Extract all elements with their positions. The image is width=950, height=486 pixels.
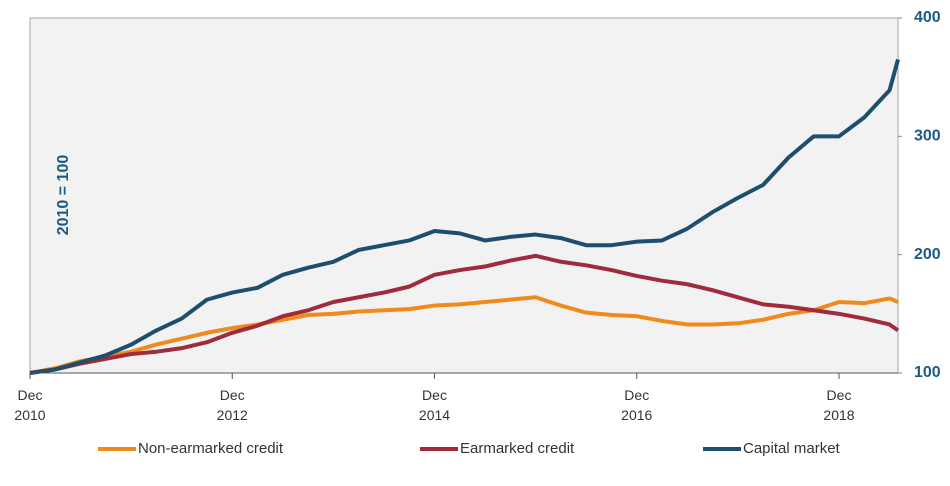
- x-tick-label: Dec 2012: [216, 387, 248, 423]
- plot-area: [29, 17, 899, 374]
- x-tick-label: Dec 2014: [418, 387, 451, 423]
- series-line: [29, 253, 900, 375]
- y-tick-label: 400: [914, 9, 941, 26]
- legend-label: Capital market: [743, 440, 841, 457]
- y-tick-label: 300: [914, 128, 941, 145]
- legend-label: Non-earmarked credit: [138, 440, 284, 457]
- annotation: 2010 = 100: [55, 155, 72, 236]
- legend-label: Earmarked credit: [460, 440, 575, 457]
- series-line: [29, 58, 900, 375]
- y-tick-label: 200: [914, 246, 941, 263]
- x-tick-label: Dec 2010: [14, 387, 46, 423]
- y-tick-label: 100: [914, 364, 941, 381]
- x-tick-label: Dec 2016: [621, 387, 653, 423]
- x-tick-label: Dec 2018: [823, 387, 855, 423]
- series-line: [29, 295, 899, 375]
